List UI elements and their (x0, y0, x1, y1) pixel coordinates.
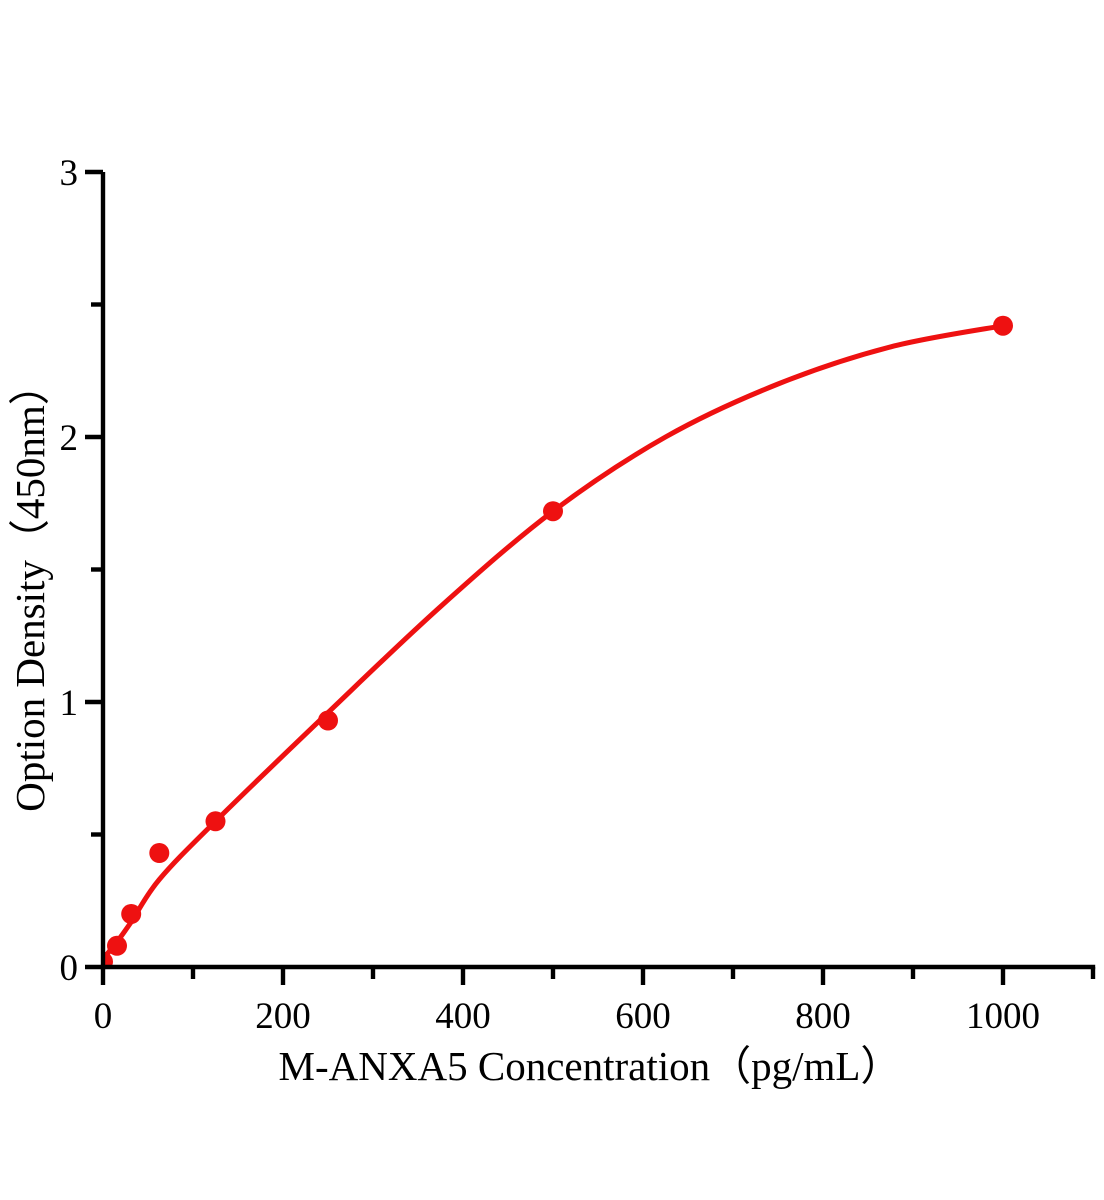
tick-labels: 0 200 400 600 800 1000 0 1 2 3 (60, 153, 1041, 1037)
fit-curve-line (103, 323, 1006, 962)
y-tick-label: 3 (60, 153, 79, 194)
x-tick-label: 1000 (966, 996, 1040, 1037)
axes (85, 169, 1096, 985)
data-point (543, 501, 563, 522)
y-tick-label: 1 (60, 683, 79, 724)
y-tick-label: 2 (60, 418, 79, 459)
data-point (149, 843, 170, 863)
x-tick-label: 600 (615, 996, 671, 1037)
data-layer (103, 315, 1013, 969)
x-axis-title: M-ANXA5 Concentration（pg/mL） (279, 1043, 902, 1089)
x-tick-label: 0 (94, 996, 113, 1037)
data-point (107, 935, 127, 956)
x-tick-label: 400 (435, 996, 491, 1037)
x-tick-label: 200 (255, 996, 311, 1037)
data-point (993, 315, 1013, 336)
data-point (103, 951, 113, 969)
y-tick-label: 0 (60, 948, 79, 989)
data-points (103, 315, 1013, 969)
y-axis-title: Option Density（450nm） (7, 364, 53, 812)
data-point (205, 811, 226, 832)
data-point (318, 710, 338, 731)
data-point (121, 904, 142, 924)
x-tick-label: 800 (795, 996, 851, 1037)
